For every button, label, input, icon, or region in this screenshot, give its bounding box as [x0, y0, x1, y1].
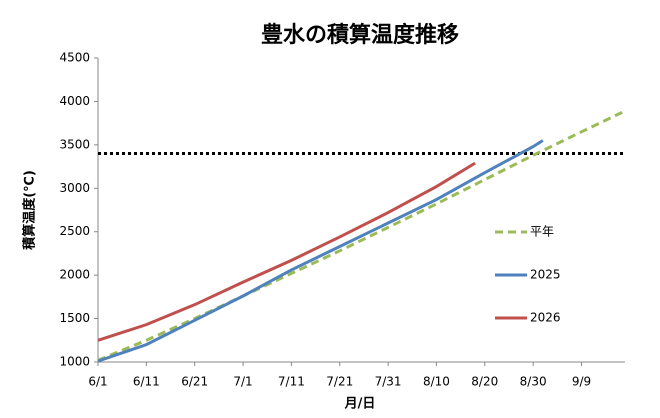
y-tick-label: 2500	[59, 224, 90, 238]
legend-label: 2025	[530, 268, 561, 282]
y-tick-label: 4500	[59, 51, 90, 65]
y-tick-label: 4000	[59, 94, 90, 108]
x-tick-label: 8/10	[423, 375, 450, 389]
y-tick-label: 3500	[59, 137, 90, 151]
y-tick-label: 1500	[59, 311, 90, 325]
x-tick-label: 8/30	[520, 375, 547, 389]
x-tick-label: 7/1	[233, 375, 252, 389]
y-axis-title: 積算温度(℃)	[22, 170, 38, 251]
series-line	[97, 161, 476, 342]
x-tick-label: 9/9	[572, 375, 591, 389]
x-axis-title: 月/日	[344, 397, 376, 412]
legend-label: 平年	[530, 225, 554, 239]
x-tick-label: 7/11	[278, 375, 305, 389]
y-tick-label: 3000	[59, 181, 90, 195]
series-line	[97, 109, 626, 362]
y-tick-label: 2000	[59, 268, 90, 282]
y-tick-label: 1000	[59, 355, 90, 369]
chart-title: 豊水の積算温度推移	[261, 22, 459, 48]
x-tick-label: 7/21	[326, 375, 353, 389]
x-tick-label: 6/11	[133, 375, 160, 389]
x-tick-label: 8/20	[471, 375, 498, 389]
x-tick-label: 6/1	[88, 375, 107, 389]
legend-label: 2026	[530, 311, 561, 325]
x-tick-label: 7/31	[375, 375, 402, 389]
series-line	[97, 139, 544, 363]
x-tick-label: 6/21	[181, 375, 208, 389]
